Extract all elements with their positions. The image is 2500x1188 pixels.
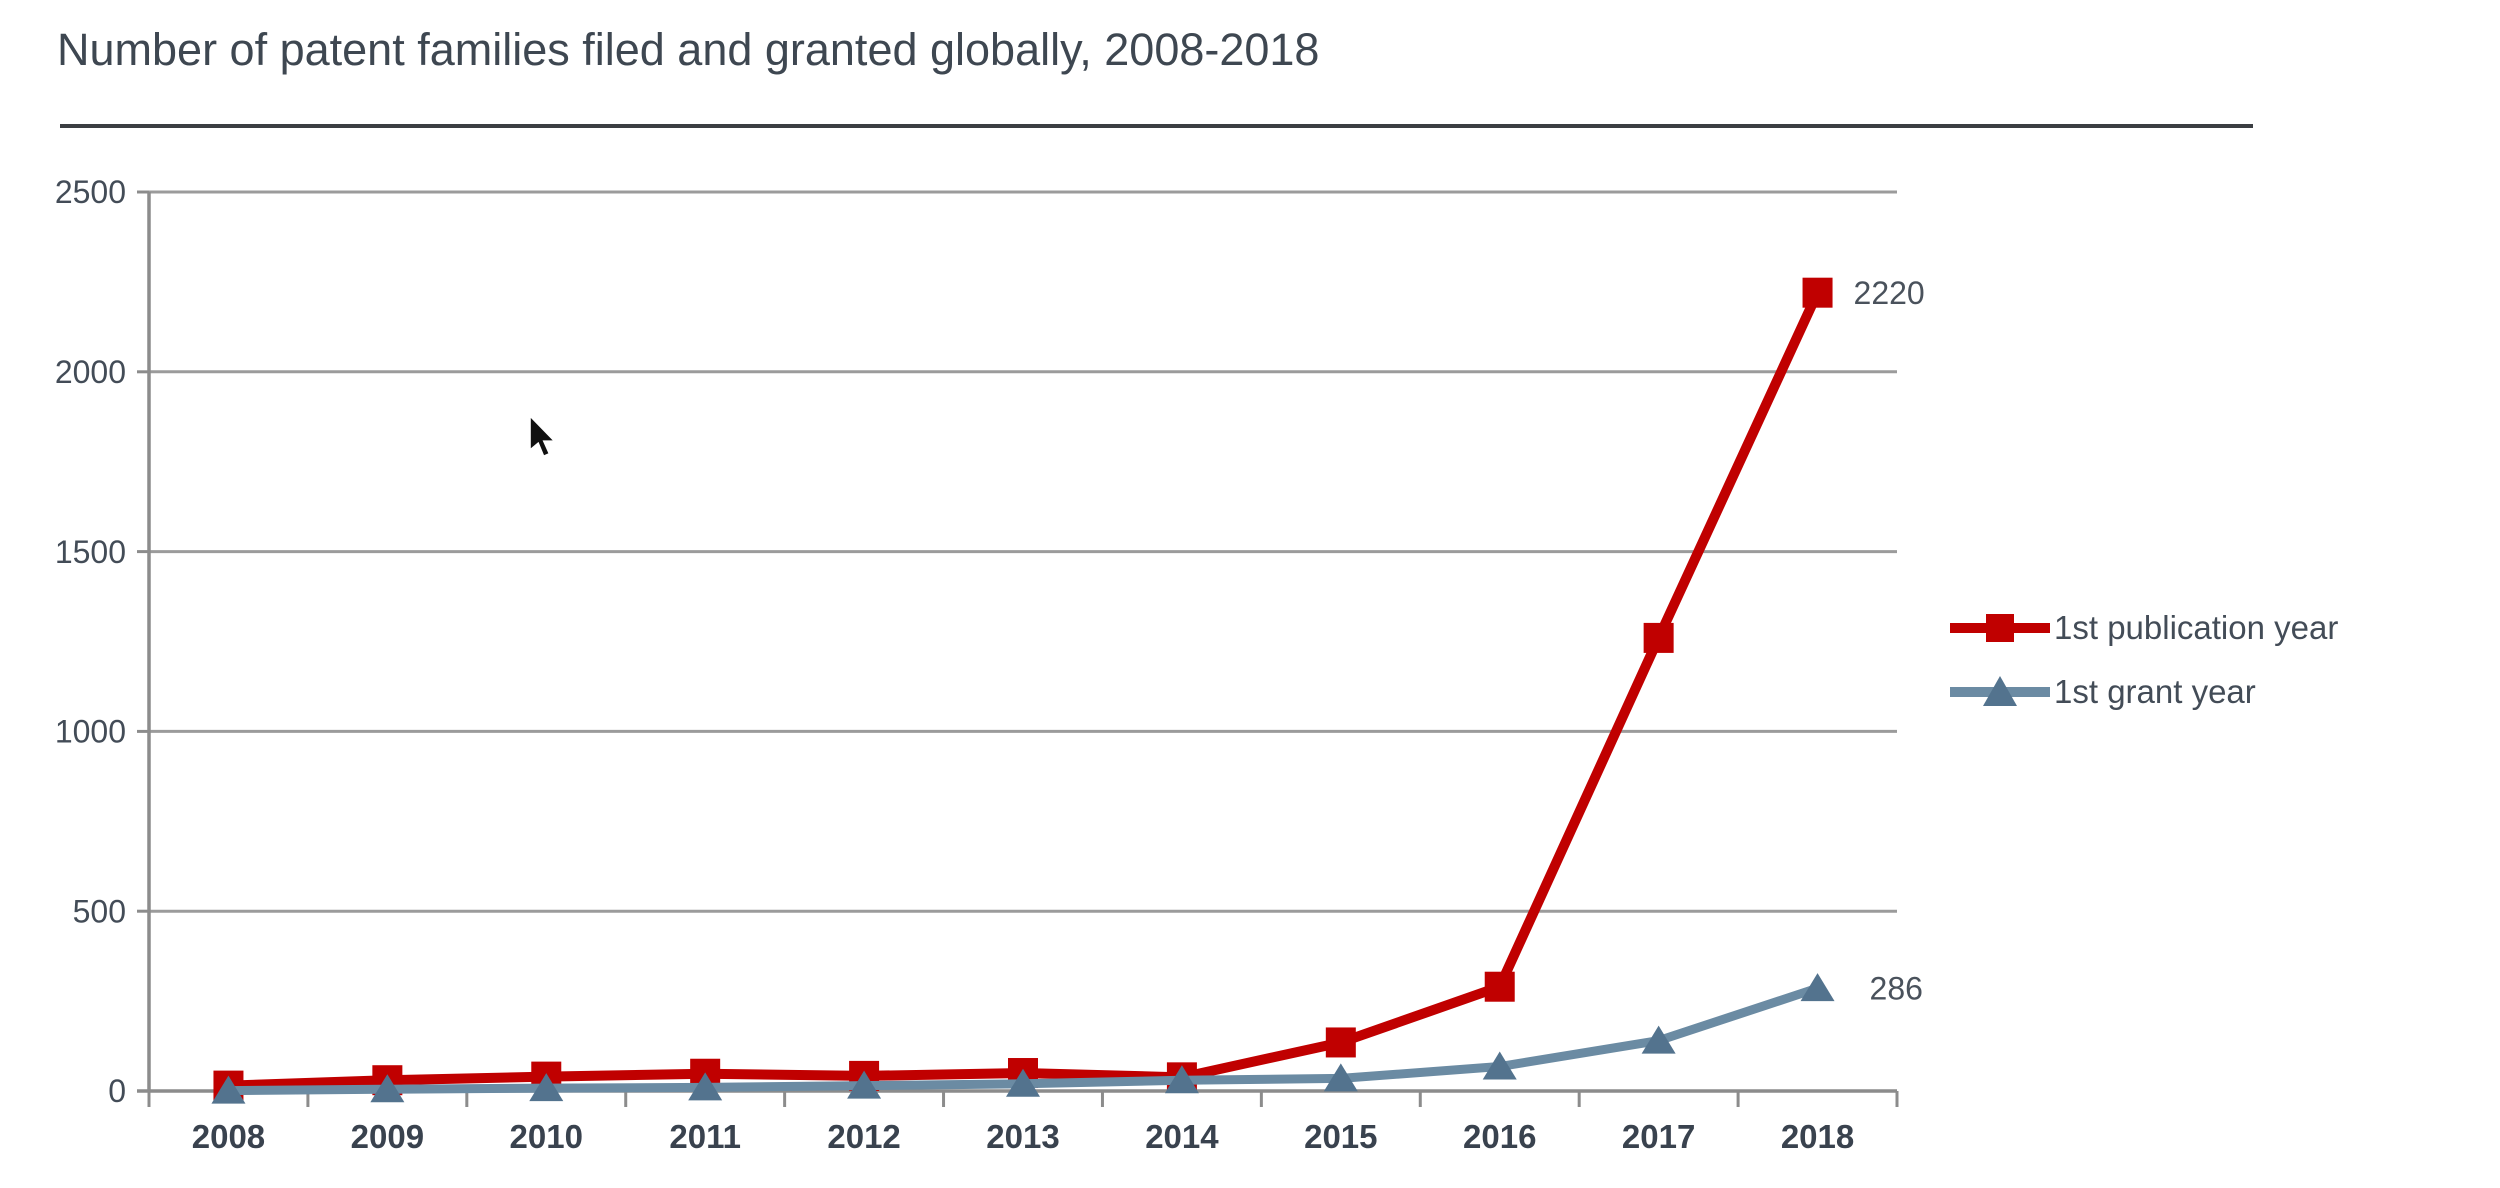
svg-text:2012: 2012 xyxy=(827,1118,900,1155)
series-end-label: 2220 xyxy=(1854,275,1925,311)
legend-triangle-marker-icon xyxy=(1950,676,2050,706)
svg-text:2500: 2500 xyxy=(55,174,126,210)
svg-text:2009: 2009 xyxy=(351,1118,424,1155)
legend-item-publication-year: 1st publication year xyxy=(1950,606,2338,650)
square-marker xyxy=(1325,1027,1356,1058)
triangle-marker xyxy=(370,1074,405,1103)
triangle-marker xyxy=(1164,1065,1199,1094)
svg-text:1500: 1500 xyxy=(55,534,126,570)
svg-text:2018: 2018 xyxy=(1781,1118,1854,1155)
x-axis-labels: 2008 2009 2010 2011 2012 2013 2014 2015 2016 2017… xyxy=(192,1118,1855,1155)
square-marker xyxy=(1643,622,1674,653)
series-line xyxy=(223,287,1823,1091)
svg-text:2016: 2016 xyxy=(1463,1118,1536,1155)
legend-label: 1st grant year xyxy=(2054,673,2256,710)
svg-text:2010: 2010 xyxy=(510,1118,583,1155)
y-axis-ticks xyxy=(137,190,149,1093)
svg-text:2014: 2014 xyxy=(1145,1118,1219,1155)
svg-text:2000: 2000 xyxy=(55,354,126,390)
y-axis-labels: 0 500 1000 1500 2000 2500 xyxy=(55,174,126,1109)
x-axis-ticks xyxy=(147,1091,1899,1107)
triangle-marker xyxy=(211,1075,246,1104)
svg-text:2008: 2008 xyxy=(192,1118,265,1155)
triangle-marker xyxy=(1641,1025,1676,1054)
svg-text:2013: 2013 xyxy=(986,1118,1059,1155)
series-grant-year: 286 xyxy=(211,970,1923,1104)
series-publication-year: 2220 xyxy=(213,275,1925,1101)
legend: 1st publication year 1st grant year xyxy=(1950,606,2338,714)
square-marker xyxy=(1802,277,1833,308)
triangle-marker xyxy=(847,1070,882,1099)
legend-item-grant-year: 1st grant year xyxy=(1950,670,2338,714)
legend-square-marker-icon xyxy=(1950,614,2050,642)
triangle-marker xyxy=(1482,1051,1517,1080)
svg-text:2015: 2015 xyxy=(1304,1118,1377,1155)
chart-title: Number of patent families filed and gran… xyxy=(57,24,1320,75)
svg-text:1000: 1000 xyxy=(55,714,126,750)
square-marker xyxy=(1484,971,1515,1002)
mouse-cursor-icon xyxy=(529,414,557,458)
triangle-marker xyxy=(1323,1063,1358,1092)
triangle-marker xyxy=(688,1072,723,1101)
svg-text:500: 500 xyxy=(73,893,126,929)
legend-label: 1st publication year xyxy=(2054,609,2339,646)
triangle-marker xyxy=(529,1073,564,1102)
title-underline xyxy=(60,124,2253,128)
svg-text:0: 0 xyxy=(108,1073,126,1109)
triangle-marker xyxy=(1800,973,1835,1002)
svg-text:2017: 2017 xyxy=(1622,1118,1695,1155)
series-end-label: 286 xyxy=(1870,970,1923,1006)
triangle-marker xyxy=(1006,1068,1040,1097)
svg-text:2011: 2011 xyxy=(669,1118,741,1155)
gridlines xyxy=(149,190,1897,1093)
